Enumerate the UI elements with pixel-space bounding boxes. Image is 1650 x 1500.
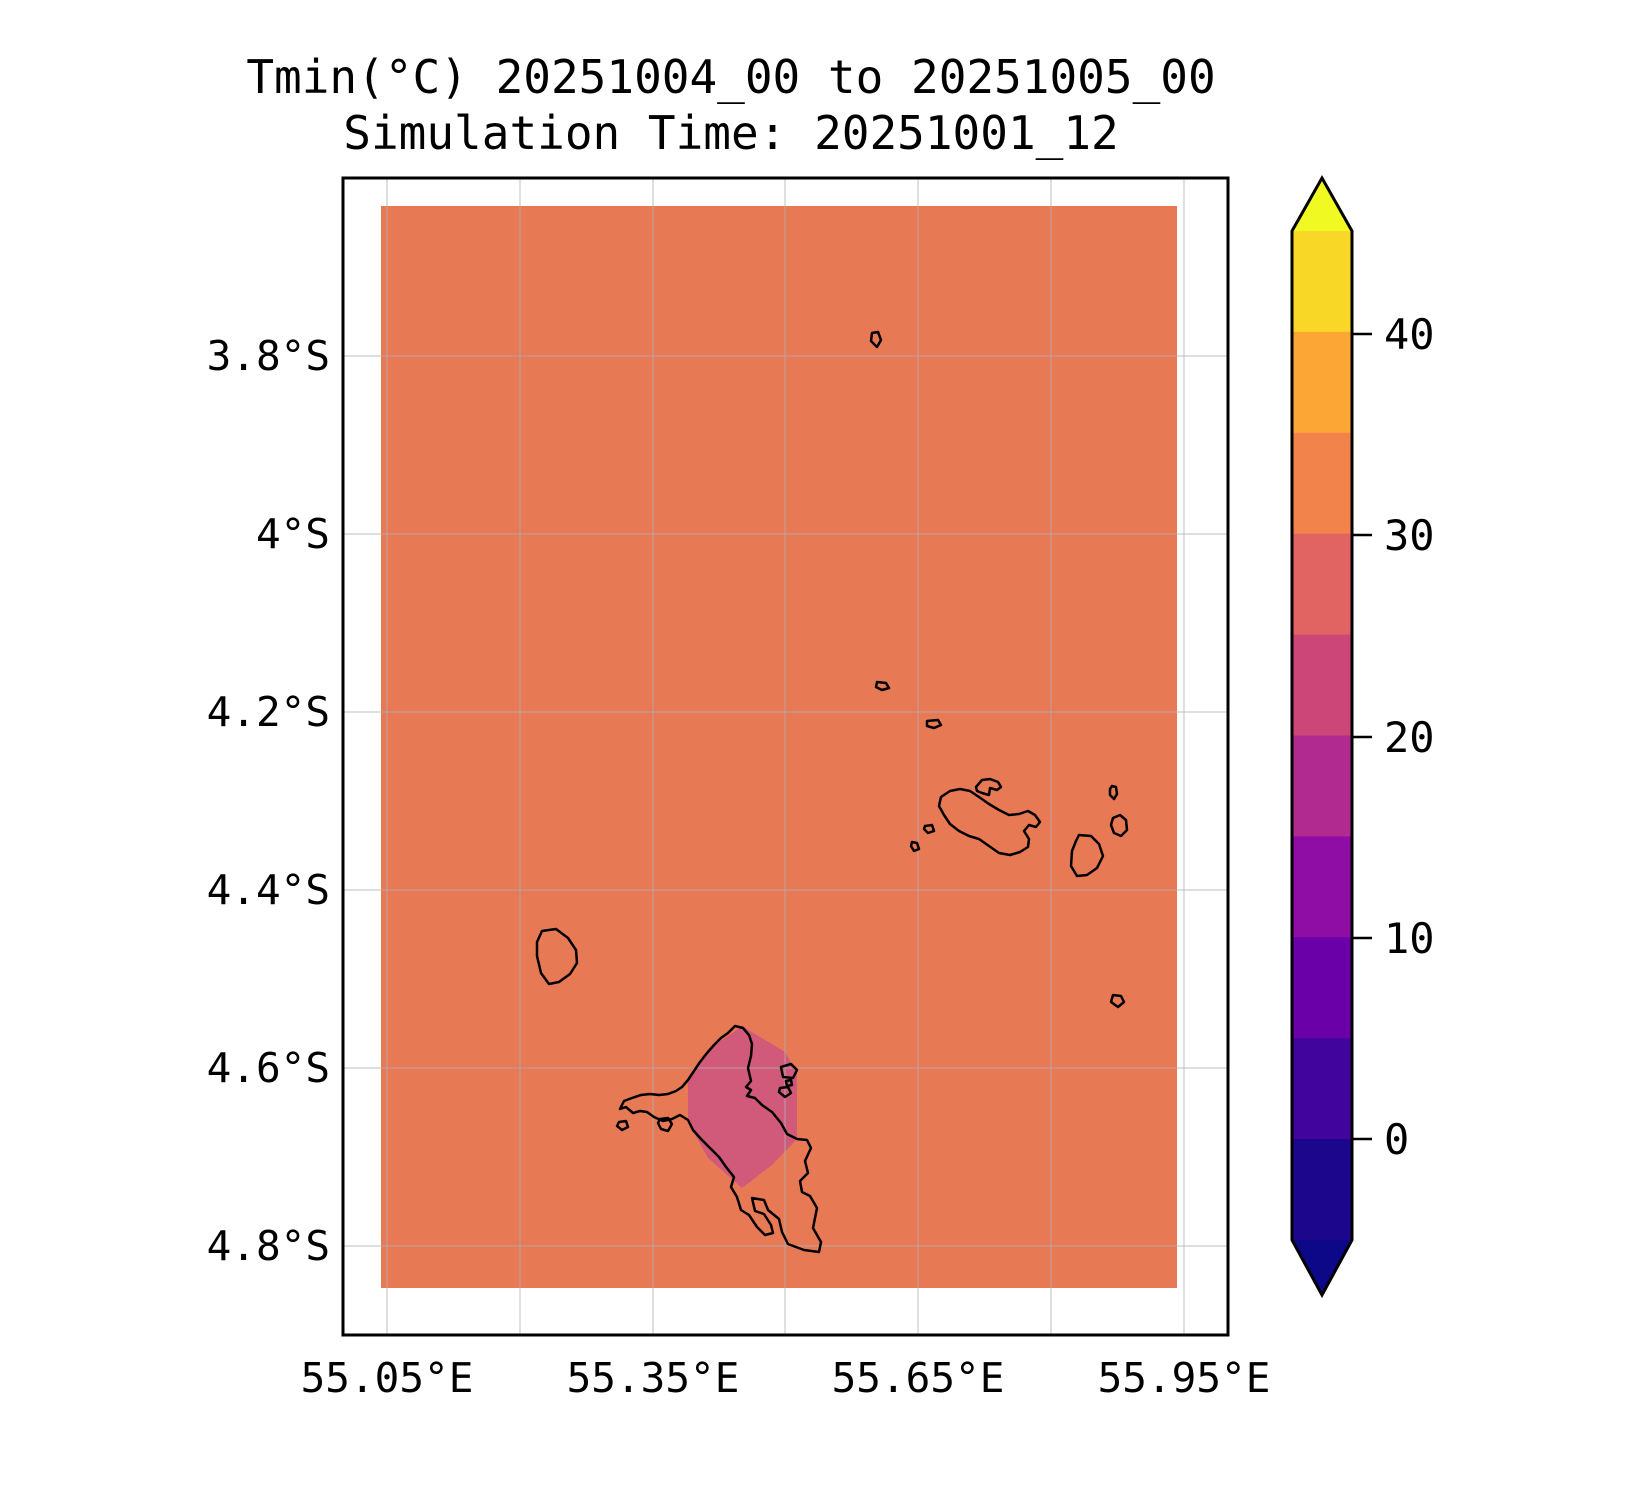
island-outline-silhouette: [535, 927, 579, 986]
colorbar-segment-30-35: [1292, 432, 1352, 535]
plot-subtitle: Simulation Time: 20251001_12: [343, 106, 1119, 160]
plot-title: Tmin(°C) 20251004_00 to 20251005_00: [246, 50, 1216, 104]
y-tick-label: 4.6°S: [207, 1044, 330, 1092]
colorbar-segment--5-0: [1292, 1139, 1352, 1241]
colorbar-arrow-over: [1292, 178, 1352, 231]
island-outline-la-digue: [1069, 833, 1105, 878]
island-outline-praslin: [937, 787, 1042, 857]
island-outline-fregate: [1109, 993, 1126, 1009]
colorbar-segment-5-10: [1292, 937, 1352, 1039]
y-tick-label: 4.4°S: [207, 866, 330, 914]
colorbar-tick-label: 30: [1384, 511, 1435, 560]
island-outline-islet-aride: [874, 680, 891, 692]
x-tick-label: 55.05°E: [301, 1354, 474, 1402]
island-outline-islet-therese: [656, 1116, 674, 1133]
island-outline-mahe: [618, 1024, 823, 1254]
y-tick-label: 4.2°S: [207, 688, 330, 736]
y-tick-label: 3.8°S: [207, 332, 330, 380]
colorbar-segment-15-20: [1292, 735, 1352, 837]
island-outline-islet-praslin-s2: [909, 840, 921, 853]
colorbar-segment-25-30: [1292, 533, 1352, 636]
colorbar-segment-40-45: [1292, 231, 1352, 333]
cool-temperature-patch: [688, 1026, 797, 1188]
island-outline-islet-east-sliver: [1108, 784, 1119, 801]
colorbar-segment-0-5: [1292, 1038, 1352, 1140]
y-tick-label: 4.8°S: [207, 1222, 330, 1270]
island-outline-islet-conception: [615, 1119, 630, 1132]
colorbar-tick-label: 0: [1384, 1115, 1409, 1164]
colorbar-tick-label: 10: [1384, 914, 1435, 963]
island-outline-islet-cousin: [925, 718, 943, 730]
axes-frame: [341, 176, 1230, 1337]
colorbar-tick-label: 40: [1384, 310, 1435, 359]
colorbar-tick-label: 20: [1384, 713, 1435, 762]
colorbar-segment-10-15: [1292, 836, 1352, 938]
island-outline-felicite: [1109, 813, 1129, 838]
island-outline-curieuse: [974, 777, 1003, 797]
x-tick-label: 55.35°E: [567, 1354, 740, 1402]
colorbar-segment-35-40: [1292, 331, 1352, 434]
island-outline-ste-anne-3: [784, 1078, 794, 1088]
x-tick-label: 55.65°E: [832, 1354, 1005, 1402]
island-outline-islet-north: [869, 330, 883, 349]
colorbar-segment-20-25: [1292, 634, 1352, 737]
colorbar-outline: [1290, 174, 1354, 1299]
colorbar-arrow-under: [1292, 1240, 1352, 1295]
x-tick-label: 55.95°E: [1098, 1354, 1271, 1402]
island-outline-islet-praslin-s1: [922, 823, 936, 835]
y-tick-label: 4°S: [256, 510, 330, 558]
island-outline-ste-anne-1: [779, 1062, 799, 1080]
